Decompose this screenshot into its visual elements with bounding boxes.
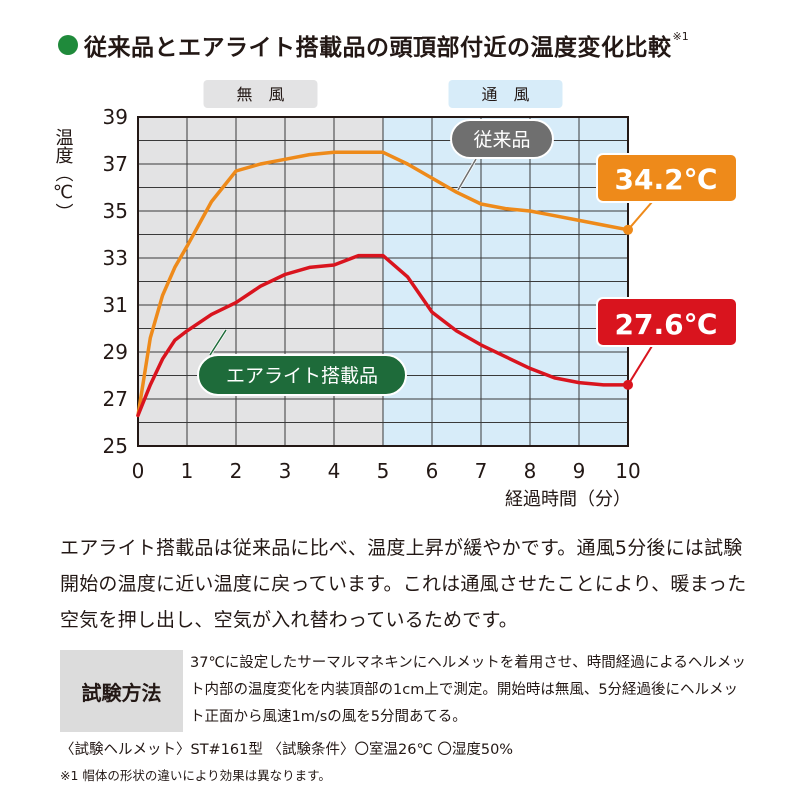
series-point-1	[602, 383, 605, 387]
y-axis-label: 温度（℃）	[53, 128, 74, 221]
series-point-1	[210, 313, 213, 316]
end-label-leader-0	[627, 201, 653, 231]
end-label-box-0	[596, 153, 738, 203]
series-point-0	[528, 209, 532, 213]
y-tick-label: 27	[103, 387, 128, 411]
phase-label-1: 通 風	[481, 85, 529, 104]
phase-label-box-0	[203, 80, 318, 108]
chart-title: 従来品とエアライト搭載品の頭頂部付近の温度変化比較 ※1	[58, 29, 689, 61]
test-conditions: 〈試験ヘルメット〉ST#161型 〈試験条件〉〇室温26℃ 〇湿度50%	[60, 742, 514, 758]
series-point-1	[479, 343, 483, 347]
x-tick-label: 4	[328, 459, 341, 483]
legend-badge-0	[450, 119, 554, 159]
method-text: 37℃に設定したサーマルマネキンにヘルメットを着用させ、時間経過によるヘルメット…	[190, 655, 746, 725]
series-point-1	[430, 310, 434, 314]
legend-leader-0	[457, 158, 477, 191]
series-point-1	[149, 383, 152, 387]
series-point-0	[602, 223, 605, 227]
series-point-1	[308, 266, 311, 269]
legend-badge-1	[197, 354, 407, 396]
x-tick-label: 0	[132, 459, 145, 483]
series-point-1	[259, 285, 262, 288]
method-label-box: 試験方法	[60, 650, 183, 732]
plot-frame	[137, 116, 629, 447]
series-point-0	[259, 162, 262, 166]
series-point-0	[210, 200, 213, 203]
series-point-0	[381, 151, 385, 154]
end-value-label-0: 34.2℃	[615, 163, 718, 196]
footnote: ※1 帽体の形状の違いにより効果は異なります。	[60, 768, 331, 783]
x-tick-label: 8	[524, 459, 537, 483]
y-tick-label: 29	[103, 340, 128, 364]
x-tick-label: 7	[475, 459, 488, 483]
y-tick-label: 39	[103, 105, 128, 129]
series-point-1	[332, 263, 336, 267]
x-tick-label: 9	[573, 459, 586, 483]
series-point-1	[357, 254, 360, 257]
series-point-0	[161, 294, 164, 297]
series-point-1	[381, 254, 385, 257]
x-tick-label: 2	[230, 459, 243, 483]
y-tick-label: 25	[103, 434, 128, 458]
title-text: 従来品とエアライト搭載品の頭頂部付近の温度変化比較	[84, 35, 672, 61]
series-point-0	[332, 151, 336, 154]
series-point-0	[173, 266, 176, 269]
series-point-0	[553, 214, 556, 217]
temperature-chart: 無 風 通 風 0 1 2 3 4 5 6 7 8 9 10 25 27 29 31 33 35 37 39 温度（℃） 経…	[53, 80, 738, 510]
x-tick-label: 10	[615, 459, 640, 483]
y-tick-label: 33	[103, 246, 128, 270]
x-tick-label: 6	[426, 459, 439, 483]
series-point-1	[136, 414, 140, 417]
series-point-0	[357, 151, 360, 154]
series-point-0	[234, 169, 238, 173]
end-label-leader-1	[627, 345, 653, 386]
series-point-1	[455, 329, 458, 333]
x-axis-label: 経過時間（分）	[505, 489, 631, 510]
x-tick-label: 5	[377, 459, 390, 483]
series-point-0	[149, 336, 152, 340]
series-point-0	[504, 207, 507, 210]
legend-label-1: エアライト搭載品	[226, 365, 378, 387]
series-point-1	[161, 357, 164, 361]
description-text: エアライト搭載品は従来品に比べ、温度上昇が緩やかです。通風5分後には試験開始の温…	[60, 537, 747, 631]
series-point-1	[577, 381, 581, 384]
x-tick-label: 1	[181, 459, 194, 483]
method-label: 試験方法	[81, 680, 162, 705]
end-label-box-1	[596, 297, 738, 347]
series-point-0	[406, 162, 409, 166]
series-point-1	[406, 275, 409, 278]
series-point-1	[173, 339, 176, 342]
y-tick-label: 37	[103, 152, 128, 176]
series-point-0	[577, 219, 581, 222]
bullet-icon	[58, 35, 78, 55]
series-point-0	[430, 176, 434, 180]
series-point-1	[528, 367, 532, 370]
legend-label-0: 従来品	[473, 129, 530, 151]
y-tick-label: 35	[103, 199, 128, 223]
series-point-0	[283, 158, 287, 161]
series-point-0	[185, 245, 189, 248]
series-point-1	[234, 301, 238, 304]
y-tick-label: 31	[103, 293, 128, 317]
series-point-1	[185, 329, 189, 333]
title-note-mark: ※1	[672, 29, 689, 43]
series-point-1	[553, 376, 556, 380]
x-tick-label: 3	[279, 459, 292, 483]
phase-label-box-1	[448, 80, 563, 108]
series-point-0	[455, 191, 458, 194]
series-point-1	[283, 273, 287, 276]
series-point-0	[308, 153, 311, 156]
phase-label-0: 無 風	[236, 85, 284, 104]
series-point-1	[504, 355, 507, 358]
end-value-label-1: 27.6℃	[615, 308, 718, 341]
series-point-0	[479, 202, 483, 206]
legend-leader-1	[209, 329, 227, 356]
